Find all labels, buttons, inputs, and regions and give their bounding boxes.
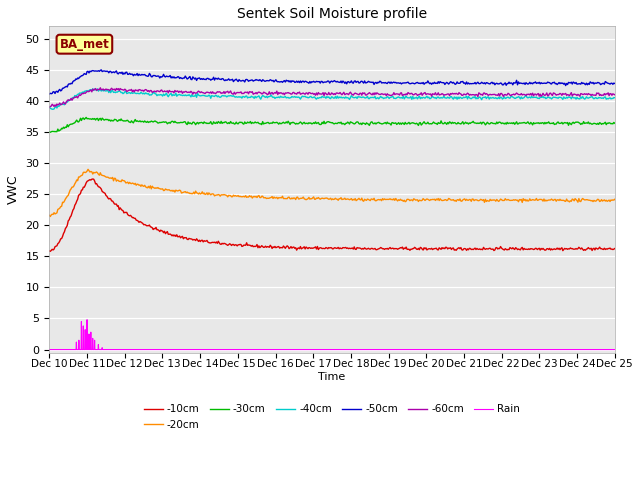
-20cm xyxy=(84,167,92,172)
-30cm xyxy=(473,120,481,126)
Line: -50cm: -50cm xyxy=(49,70,615,94)
-60cm xyxy=(147,88,154,94)
-10cm xyxy=(45,248,53,254)
-20cm xyxy=(193,190,200,196)
Text: BA_met: BA_met xyxy=(60,38,109,51)
-40cm xyxy=(193,95,200,100)
-40cm xyxy=(49,107,57,112)
X-axis label: Time: Time xyxy=(319,372,346,382)
-20cm xyxy=(47,214,54,219)
-20cm xyxy=(147,186,155,192)
Line: -30cm: -30cm xyxy=(49,118,615,132)
-60cm xyxy=(45,104,53,110)
-10cm xyxy=(381,247,388,252)
-10cm xyxy=(147,224,155,230)
Rain xyxy=(432,347,440,352)
Line: -40cm: -40cm xyxy=(49,89,615,109)
-60cm xyxy=(424,91,432,96)
Line: -60cm: -60cm xyxy=(49,88,615,107)
-20cm xyxy=(303,196,311,202)
-50cm xyxy=(424,78,432,84)
Y-axis label: VWC: VWC xyxy=(7,175,20,204)
Rain xyxy=(276,347,284,352)
Rain xyxy=(166,347,174,352)
-20cm xyxy=(425,197,433,203)
-30cm xyxy=(193,120,200,126)
-50cm xyxy=(45,91,53,97)
Rain xyxy=(45,347,53,352)
-60cm xyxy=(611,92,619,97)
-20cm xyxy=(381,196,388,202)
-20cm xyxy=(611,196,619,202)
-10cm xyxy=(611,246,619,252)
-30cm xyxy=(45,129,53,135)
-60cm xyxy=(192,90,200,96)
Rain xyxy=(279,347,287,352)
-50cm xyxy=(380,80,387,85)
-50cm xyxy=(97,67,105,73)
Legend: -10cm, -20cm, -30cm, -40cm, -50cm, -60cm, Rain: -10cm, -20cm, -30cm, -40cm, -50cm, -60cm… xyxy=(140,400,524,434)
Line: -20cm: -20cm xyxy=(49,169,615,216)
-30cm xyxy=(381,120,388,126)
-50cm xyxy=(472,81,480,87)
-50cm xyxy=(302,79,310,84)
Rain xyxy=(78,347,86,352)
-40cm xyxy=(611,95,619,101)
-30cm xyxy=(611,120,619,126)
Line: Rain: Rain xyxy=(49,320,615,349)
-40cm xyxy=(425,94,433,100)
-10cm xyxy=(193,236,200,241)
-30cm xyxy=(425,121,433,127)
-50cm xyxy=(147,72,154,78)
-30cm xyxy=(303,120,311,126)
-60cm xyxy=(97,85,104,91)
Rain xyxy=(83,317,91,323)
-20cm xyxy=(473,197,481,203)
-30cm xyxy=(83,115,90,120)
Title: Sentek Soil Moisture profile: Sentek Soil Moisture profile xyxy=(237,7,427,21)
Rain xyxy=(257,347,265,352)
-60cm xyxy=(380,92,387,97)
-40cm xyxy=(89,86,97,92)
-40cm xyxy=(147,92,155,98)
-10cm xyxy=(425,246,433,252)
-30cm xyxy=(147,118,155,124)
Line: -10cm: -10cm xyxy=(49,179,615,252)
-30cm xyxy=(47,130,54,135)
-60cm xyxy=(302,90,310,96)
-50cm xyxy=(192,75,200,81)
-40cm xyxy=(473,95,481,101)
-10cm xyxy=(473,246,481,252)
-60cm xyxy=(472,92,480,97)
-10cm xyxy=(47,249,54,254)
-40cm xyxy=(381,95,388,101)
-40cm xyxy=(45,104,53,110)
Rain xyxy=(611,347,619,352)
-50cm xyxy=(611,81,619,86)
-20cm xyxy=(45,213,53,218)
-10cm xyxy=(89,176,97,182)
-40cm xyxy=(303,94,311,100)
-10cm xyxy=(303,245,311,251)
